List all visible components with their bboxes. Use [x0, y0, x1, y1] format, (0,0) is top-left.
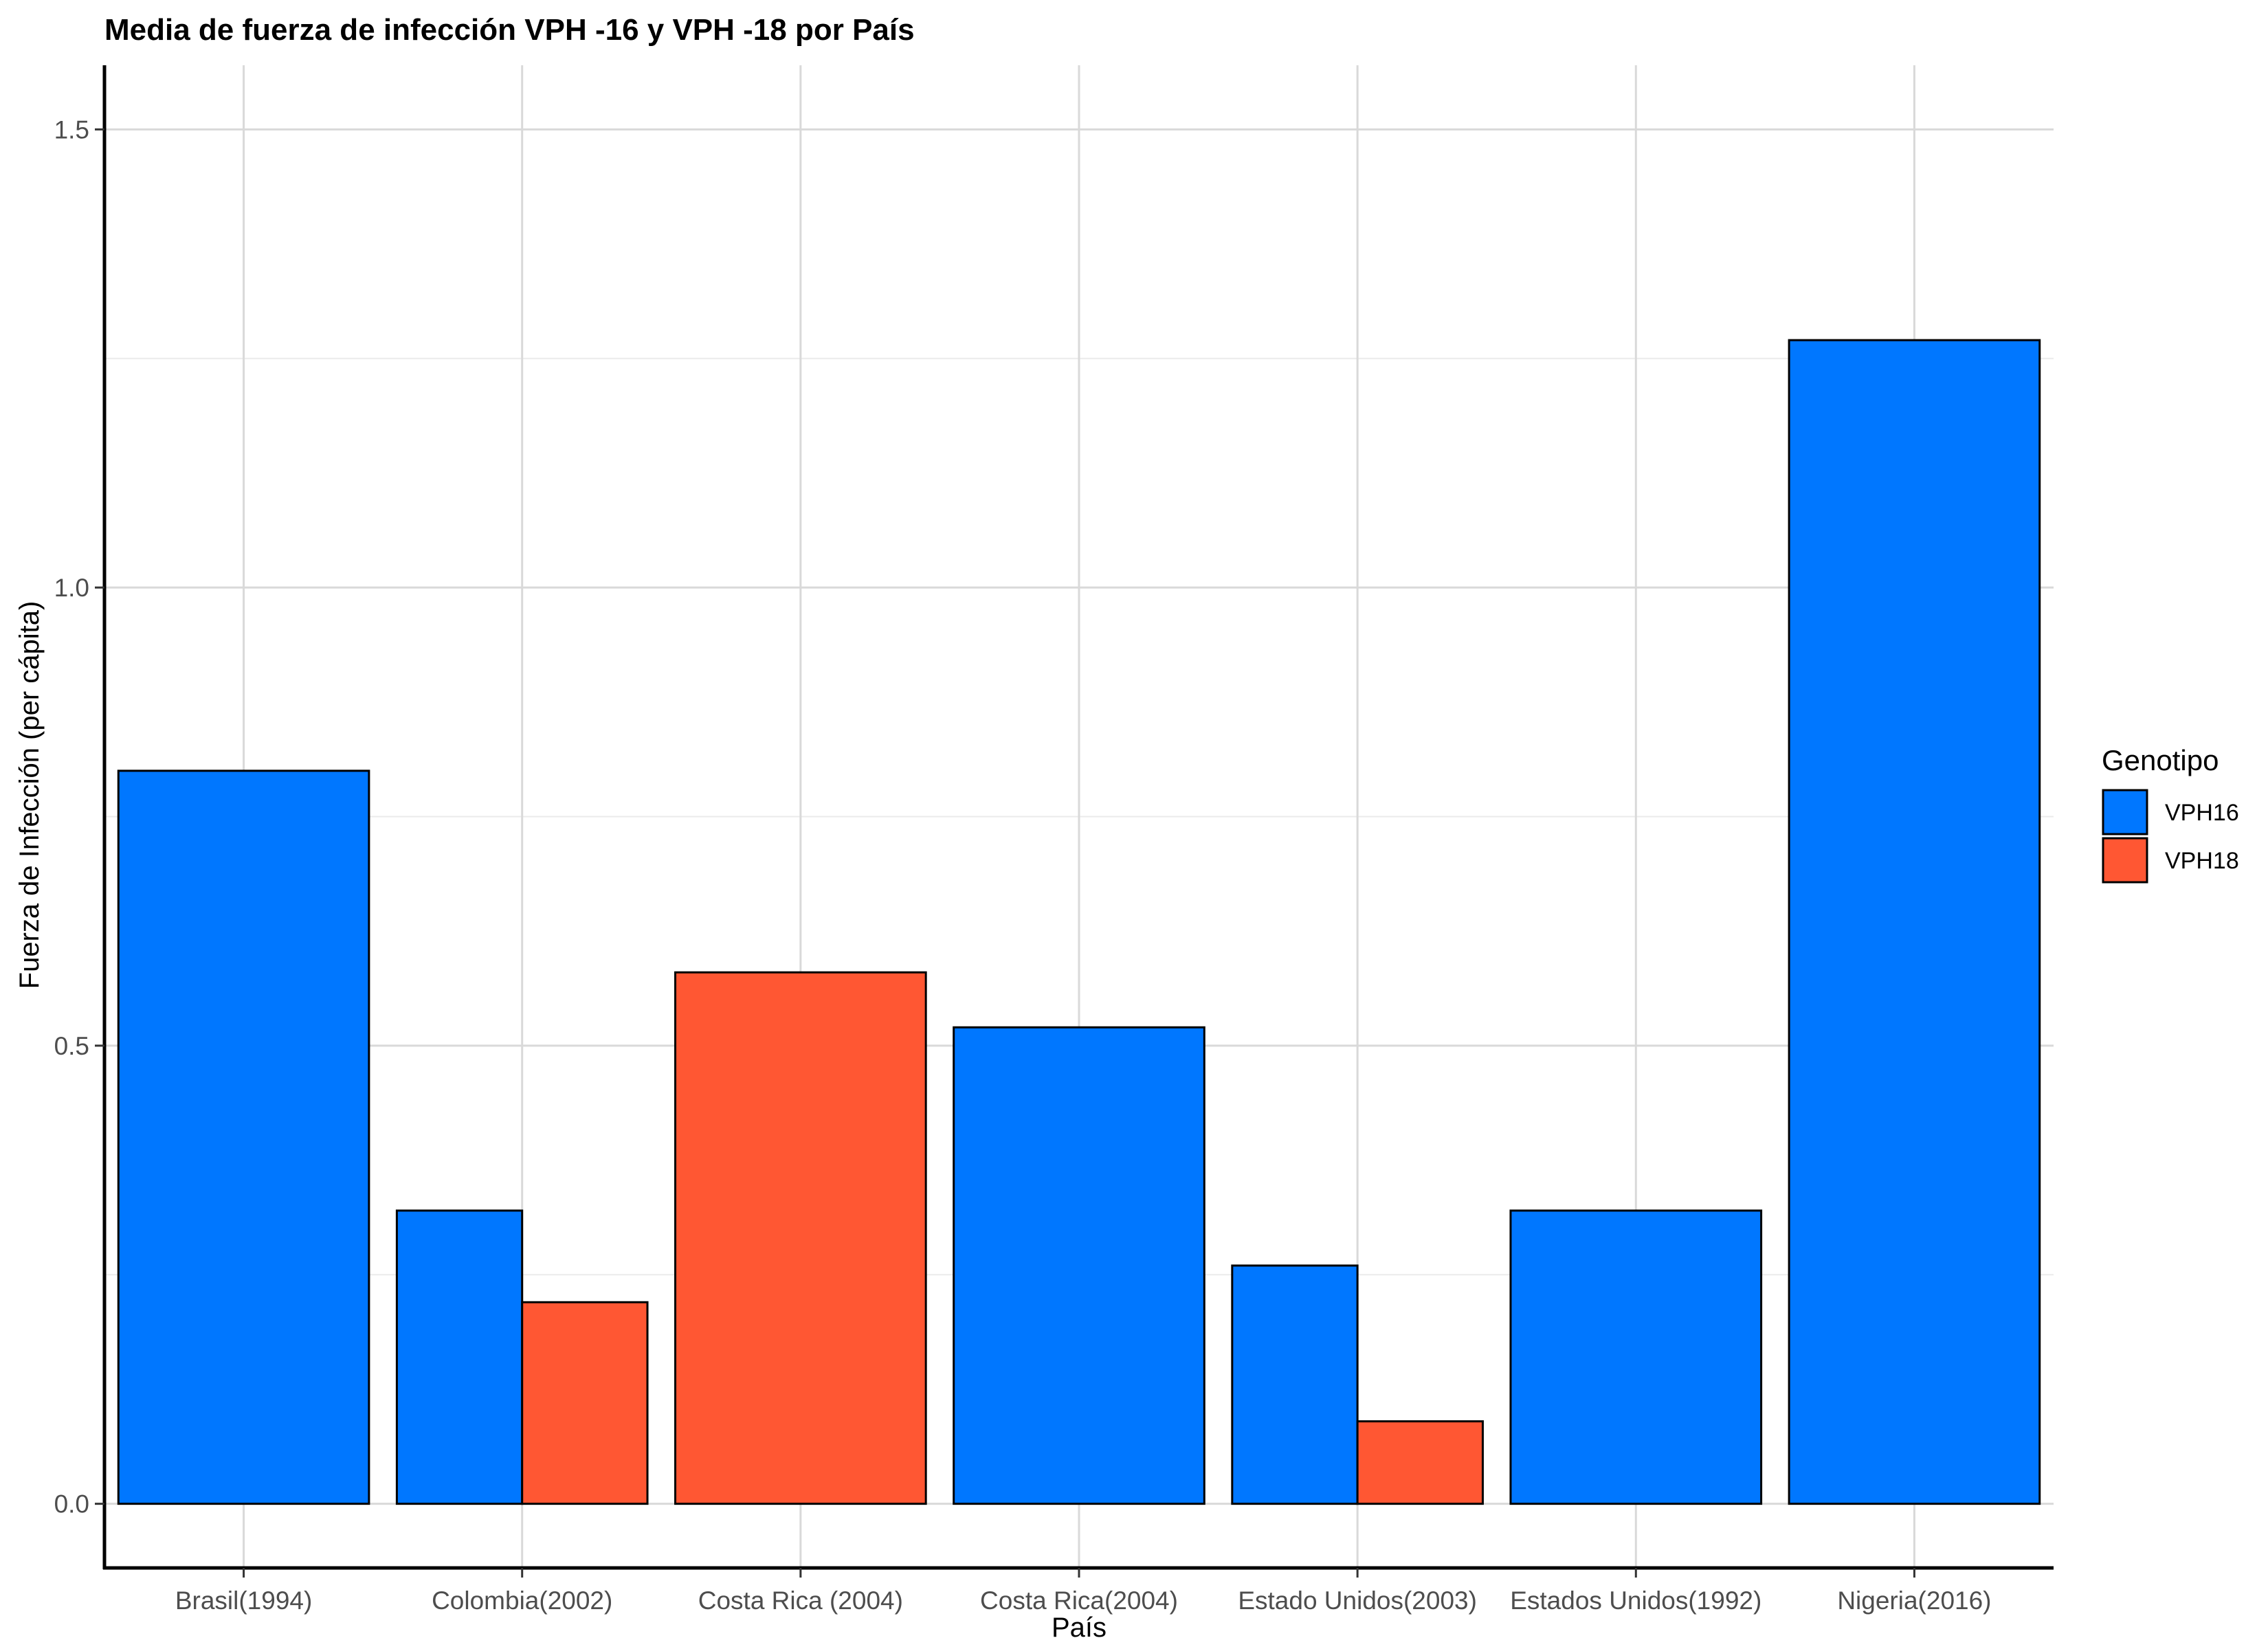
y-tick-labels: 0.0 0.5 1.0 1.5 — [54, 115, 104, 1518]
legend-label: VPH18 — [2165, 848, 2239, 874]
x-tick-label: Estado Unidos(2003) — [1238, 1586, 1477, 1615]
y-tick-label: 0.0 — [54, 1490, 89, 1518]
legend-key — [2102, 789, 2148, 835]
bar — [1509, 1209, 1763, 1505]
y-tick-label: 1.0 — [54, 574, 89, 602]
bar — [395, 1209, 524, 1505]
x-tick-label: Nigeria(2016) — [1837, 1586, 1991, 1615]
x-tick-label: Brasil(1994) — [175, 1586, 312, 1615]
bar — [521, 1301, 649, 1505]
legend-label: VPH16 — [2165, 800, 2239, 826]
y-tick-label: 1.5 — [54, 115, 89, 144]
bar — [953, 1026, 1205, 1505]
x-tick-label: Colombia(2002) — [432, 1586, 612, 1615]
legend: Genotipo VPH16 VPH18 — [2102, 744, 2239, 884]
x-tick-labels: Brasil(1994) Colombia(2002) Costa Rica (20… — [175, 1568, 1992, 1615]
y-tick-label: 0.5 — [54, 1032, 89, 1060]
chart-title: Media de fuerza de infección VPH -16 y V… — [104, 13, 915, 47]
x-axis-title: País — [1052, 1613, 1107, 1643]
legend-key — [2102, 837, 2148, 884]
x-tick-label: Estados Unidos(1992) — [1510, 1586, 1761, 1615]
y-axis-title: Fuerza de Infección (per cápita) — [14, 601, 45, 989]
bars — [117, 339, 2041, 1505]
bar — [117, 770, 370, 1505]
legend-title: Genotipo — [2102, 744, 2219, 776]
x-tick-label: Costa Rica(2004) — [980, 1586, 1178, 1615]
bar — [1356, 1420, 1484, 1505]
bar — [1231, 1264, 1359, 1505]
bar — [1788, 339, 2041, 1505]
bar — [674, 971, 927, 1505]
x-tick-label: Costa Rica (2004) — [698, 1586, 903, 1615]
